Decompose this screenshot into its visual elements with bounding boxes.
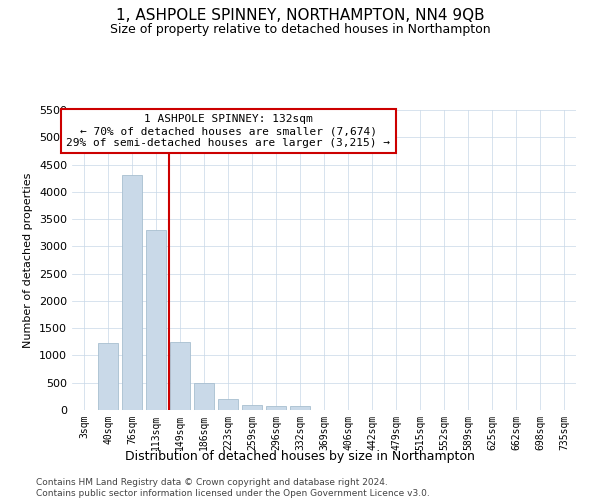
Bar xyxy=(218,398,238,410)
Bar xyxy=(290,406,310,410)
Text: 1, ASHPOLE SPINNEY, NORTHAMPTON, NN4 9QB: 1, ASHPOLE SPINNEY, NORTHAMPTON, NN4 9QB xyxy=(116,8,484,22)
Bar xyxy=(98,344,118,410)
Bar xyxy=(146,230,166,410)
Bar xyxy=(266,406,286,410)
Bar xyxy=(194,384,214,410)
Text: Size of property relative to detached houses in Northampton: Size of property relative to detached ho… xyxy=(110,22,490,36)
Text: Contains HM Land Registry data © Crown copyright and database right 2024.
Contai: Contains HM Land Registry data © Crown c… xyxy=(36,478,430,498)
Y-axis label: Number of detached properties: Number of detached properties xyxy=(23,172,34,348)
Text: 1 ASHPOLE SPINNEY: 132sqm
← 70% of detached houses are smaller (7,674)
29% of se: 1 ASHPOLE SPINNEY: 132sqm ← 70% of detac… xyxy=(66,114,390,148)
Bar xyxy=(242,404,262,410)
Bar xyxy=(122,176,142,410)
Text: Distribution of detached houses by size in Northampton: Distribution of detached houses by size … xyxy=(125,450,475,463)
Bar xyxy=(170,342,190,410)
